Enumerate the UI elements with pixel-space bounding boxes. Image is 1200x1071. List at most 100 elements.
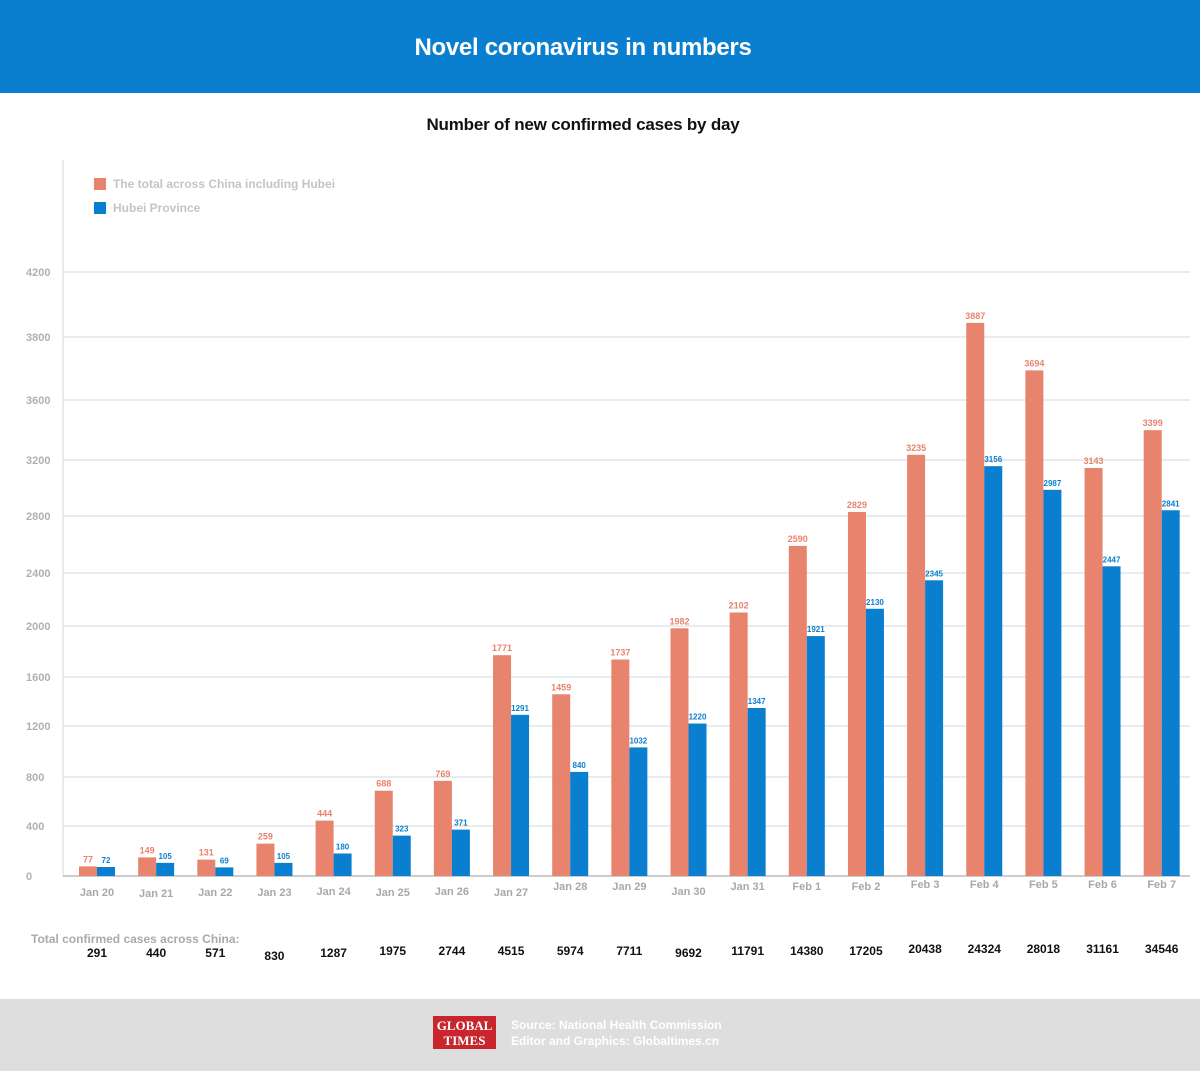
x-tick-label: Feb 7 — [1147, 879, 1176, 891]
total-value: 17205 — [849, 944, 883, 958]
bar-china — [966, 322, 985, 876]
y-tick-label: 0 — [26, 871, 32, 883]
bar-hubei — [570, 771, 589, 876]
total-value: 11791 — [731, 944, 764, 958]
data-label-china: 2829 — [847, 500, 867, 510]
bar-hubei — [333, 853, 352, 876]
total-value: 31161 — [1086, 942, 1119, 956]
total-value: 1975 — [379, 944, 406, 958]
footer: GLOBAL TIMES Source: National Health Com… — [0, 999, 1200, 1071]
y-tick-label: 1600 — [26, 672, 50, 684]
total-value: 28018 — [1027, 942, 1061, 956]
total-value: 7711 — [616, 944, 642, 958]
bar-hubei — [1102, 566, 1121, 876]
x-tick-label: Jan 30 — [671, 886, 705, 898]
page-title: Novel coronavirus in numbers — [414, 34, 752, 61]
total-value: 291 — [87, 946, 107, 960]
bar-china — [670, 628, 689, 876]
bar-china — [611, 659, 630, 876]
x-tick-label: Jan 21 — [139, 888, 173, 900]
data-label-china: 3694 — [1024, 358, 1044, 368]
global-times-logo: GLOBAL TIMES — [433, 1016, 496, 1049]
data-label-china: 77 — [83, 854, 93, 864]
data-label-china: 3235 — [906, 443, 926, 453]
chart-title: Number of new confirmed cases by day — [426, 115, 740, 134]
legend-swatch-china — [94, 178, 106, 190]
legend-label-hubei: Hubei Province — [113, 201, 201, 215]
data-label-hubei: 2841 — [1162, 499, 1180, 508]
bar-china — [1025, 370, 1044, 876]
legend-label-china: The total across China including Hubei — [113, 177, 336, 191]
bar-hubei — [215, 867, 234, 876]
data-label-hubei: 2130 — [866, 598, 884, 607]
x-tick-label: Jan 29 — [612, 881, 646, 893]
data-label-china: 131 — [199, 848, 214, 858]
bar-china — [493, 655, 512, 876]
total-value: 1287 — [320, 946, 347, 960]
x-tick-label: Feb 1 — [792, 881, 821, 893]
bar-china — [1084, 467, 1103, 876]
bar-hubei — [392, 835, 411, 876]
bar-hubei — [747, 707, 766, 876]
data-label-hubei: 1921 — [807, 625, 825, 634]
x-tick-label: Jan 27 — [494, 887, 528, 899]
data-label-hubei: 1347 — [748, 697, 766, 706]
data-label-china: 769 — [435, 769, 450, 779]
x-tick-label: Jan 26 — [435, 886, 469, 898]
bar-china — [1143, 430, 1162, 876]
data-label-hubei: 105 — [277, 852, 291, 861]
data-label-hubei: 1032 — [629, 736, 647, 745]
bar-hubei — [629, 747, 648, 876]
x-tick-label: Jan 28 — [553, 881, 587, 893]
data-label-china: 259 — [258, 832, 273, 842]
x-tick-label: Jan 31 — [731, 881, 765, 893]
bar-china — [847, 511, 866, 876]
total-value: 830 — [264, 949, 284, 963]
bar-hubei — [511, 714, 530, 876]
bar-hubei — [806, 636, 825, 876]
bar-china — [315, 820, 334, 876]
total-value: 2744 — [439, 944, 466, 958]
header-banner: Novel coronavirus in numbers — [0, 0, 1200, 93]
data-label-china: 444 — [317, 809, 332, 819]
total-value: 14380 — [790, 944, 824, 958]
data-label-hubei: 2447 — [1103, 555, 1121, 564]
data-label-hubei: 371 — [454, 819, 468, 828]
bar-china — [729, 612, 748, 876]
bar-china — [138, 857, 157, 876]
total-value: 571 — [205, 946, 225, 960]
data-label-china: 149 — [140, 845, 155, 855]
legend-swatch-hubei — [94, 202, 106, 214]
total-value: 5974 — [557, 944, 584, 958]
data-label-hubei: 1291 — [511, 704, 529, 713]
bar-hubei — [688, 723, 707, 876]
x-tick-label: Jan 25 — [376, 887, 410, 899]
x-tick-label: Jan 23 — [257, 887, 291, 899]
data-label-hubei: 840 — [573, 761, 587, 770]
logo-line-1: GLOBAL — [436, 1018, 493, 1033]
bar-china — [788, 545, 807, 876]
bar-china — [374, 790, 393, 876]
data-label-china: 1459 — [551, 682, 571, 692]
data-label-hubei: 1220 — [689, 713, 707, 722]
totals-label: Total confirmed cases across China: — [31, 932, 240, 946]
source-text: Source: National Health Commission — [511, 1018, 722, 1032]
bar-chart: 0 400 800 1200 1600 2000 2400 2800 3200 3600 3800 4… — [26, 160, 1190, 963]
x-tick-label: Feb 3 — [911, 879, 940, 891]
x-tick-label: Jan 22 — [198, 887, 232, 899]
x-tick-label: Feb 5 — [1029, 879, 1058, 891]
data-label-china: 1982 — [669, 616, 689, 626]
y-tick-label: 400 — [26, 821, 44, 833]
data-label-china: 1737 — [610, 648, 630, 658]
data-label-hubei: 105 — [158, 852, 172, 861]
total-value: 440 — [146, 946, 166, 960]
data-label-china: 1771 — [492, 643, 512, 653]
logo-line-2: TIMES — [443, 1033, 486, 1048]
data-label-hubei: 72 — [102, 856, 111, 865]
bar-hubei — [451, 829, 470, 876]
data-label-china: 688 — [376, 779, 391, 789]
y-tick-label: 1200 — [26, 721, 50, 733]
x-tick-label: Jan 24 — [316, 886, 351, 898]
y-tick-label: 4200 — [26, 267, 50, 279]
bar-china — [433, 780, 452, 876]
